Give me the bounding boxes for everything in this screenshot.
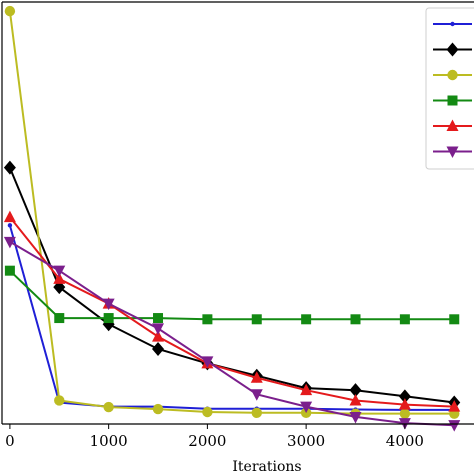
series-4-point (350, 314, 361, 325)
legend-box (425, 7, 474, 170)
series-2-point (398, 389, 411, 404)
x-tick-label: 1000 (90, 432, 128, 450)
series-2-point (152, 341, 165, 356)
legend-entry-4 (433, 95, 472, 106)
series-4-point (202, 314, 213, 325)
series-6-point (201, 356, 214, 368)
series-3-point (152, 403, 164, 415)
legend (425, 7, 474, 170)
series-6-point (300, 401, 313, 414)
series-2-point (3, 160, 16, 175)
series-4-point (4, 265, 15, 276)
x-tick-label: 3000 (287, 432, 325, 450)
series-6-point (250, 389, 263, 401)
x-tick-label: 2000 (188, 432, 226, 450)
series-4-point (251, 314, 262, 325)
series-6-point (53, 265, 66, 278)
legend-entry-6 (433, 146, 472, 158)
legend-swatch-marker (446, 42, 459, 57)
series-5-point (349, 393, 362, 406)
series-4-point (103, 313, 114, 324)
series-6-point (3, 236, 16, 249)
series-6-point (102, 298, 115, 311)
series-6-point (349, 411, 362, 424)
series-2-point (349, 383, 362, 398)
series-4-point (449, 314, 460, 325)
legend-entry-5 (433, 119, 472, 131)
series-1-point (7, 223, 13, 228)
legend-swatch-marker (446, 146, 459, 158)
series-6 (3, 236, 461, 432)
series-5-point (53, 272, 66, 284)
series-3-point (54, 395, 65, 406)
x-tick-label: 0 (5, 432, 15, 450)
series-5-point (3, 210, 16, 223)
series-5-line (9, 216, 455, 408)
legend-swatch-marker (447, 69, 458, 81)
x-ticks: 0 1000 2000 3000 4000 (5, 424, 424, 450)
series-4 (4, 265, 460, 325)
series-2-line (8, 167, 455, 404)
series-6-point (448, 420, 461, 432)
series-3-point (251, 407, 262, 419)
series-6-line (9, 240, 455, 427)
series-5-point (398, 398, 411, 410)
series-5-point (152, 330, 165, 342)
legend-entry-1 (433, 21, 472, 27)
series-3-point (4, 5, 16, 17)
series-4-point (153, 313, 164, 324)
x-axis-title: Iterations (232, 459, 301, 474)
legend-swatch-marker (447, 95, 458, 106)
series-3-point (399, 408, 411, 419)
series-3-point (103, 401, 114, 413)
legend-swatch-marker (450, 21, 455, 27)
legend-entry-2 (433, 42, 472, 57)
legend-swatch-marker (446, 119, 459, 131)
axes (1, 1, 474, 425)
x-tick-label: 4000 (386, 432, 424, 450)
series-5-point (448, 400, 461, 412)
series-4-point (399, 314, 410, 325)
series-3-point (202, 406, 213, 418)
series-5-point (300, 383, 313, 396)
series-4-point (301, 314, 312, 325)
series-3-line (8, 10, 455, 415)
legend-entry-3 (433, 69, 472, 81)
series-4-point (54, 313, 65, 324)
plot-series (3, 5, 461, 432)
series-4-line (9, 269, 455, 321)
series-5-point (250, 371, 263, 383)
series-6-point (152, 323, 165, 335)
